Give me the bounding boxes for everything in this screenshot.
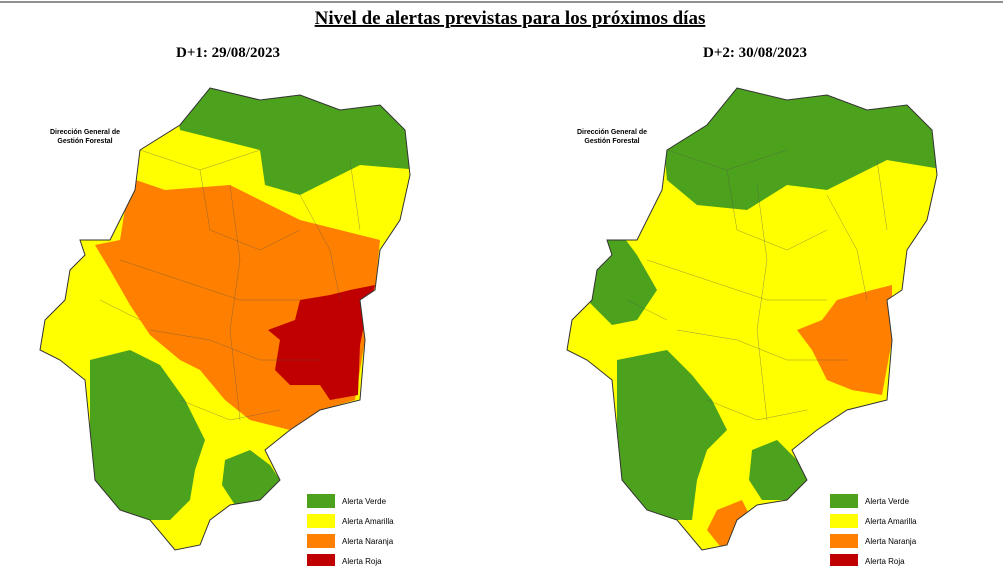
legend-swatch <box>830 554 858 566</box>
region <box>749 440 807 500</box>
legend-swatch <box>307 514 335 528</box>
legend-swatch <box>307 554 335 566</box>
map-heading: D+2: 30/08/2023 <box>703 45 807 61</box>
legend-label: Alerta Roja <box>865 557 905 566</box>
legend-label: Alerta Naranja <box>865 537 917 546</box>
legend-swatch <box>307 534 335 548</box>
credit: Gestión Forestal <box>57 138 112 145</box>
outline <box>566 87 938 551</box>
map: D+2: 30/08/2023 Dirección General de Ges… <box>566 45 938 566</box>
credit: Dirección General de <box>577 129 647 136</box>
map: D+1: 29/08/2023 Dirección General de Ges… <box>39 45 411 566</box>
region <box>797 285 892 395</box>
map-heading: D+1: 29/08/2023 <box>176 45 280 61</box>
legend-swatch <box>830 534 858 548</box>
district-borders <box>626 149 888 421</box>
legend-swatch <box>830 514 858 528</box>
outline <box>39 87 411 551</box>
credit: Dirección General de <box>50 129 120 136</box>
region <box>222 450 280 505</box>
region <box>617 350 727 520</box>
legend-label: Alerta Amarilla <box>342 517 394 526</box>
region <box>268 285 375 400</box>
region <box>90 350 205 520</box>
legend: Alerta Verde Alerta Amarilla Alerta Naranj… <box>307 494 394 566</box>
legend-label: Alerta Roja <box>342 557 382 566</box>
legend-swatch <box>307 494 335 508</box>
legend-label: Alerta Verde <box>342 497 387 506</box>
district-borders <box>99 149 361 421</box>
legend-label: Alerta Amarilla <box>865 517 917 526</box>
credit: Gestión Forestal <box>584 138 639 145</box>
legend-swatch <box>830 494 858 508</box>
legend: Alerta Verde Alerta Amarilla Alerta Naranj… <box>830 494 917 566</box>
legend-label: Alerta Naranja <box>342 537 394 546</box>
page-title: Nivel de alertas previstas para los próx… <box>315 8 706 29</box>
legend-label: Alerta Verde <box>865 497 910 506</box>
